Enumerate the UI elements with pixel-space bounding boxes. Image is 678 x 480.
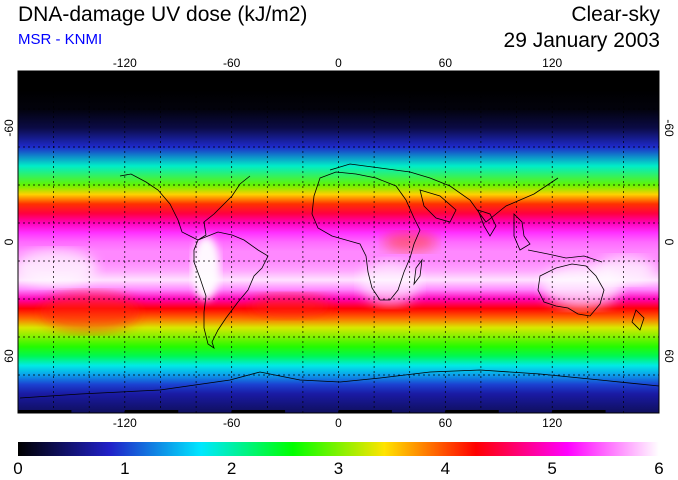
lat-label-right: 60 (662, 349, 676, 363)
graticule (18, 71, 659, 413)
coast-africa (311, 171, 421, 301)
coast-arabia (419, 189, 457, 223)
coast-new-zealand (631, 309, 645, 331)
hotspot-west-pacific (595, 256, 655, 284)
coast-europe-asia (329, 163, 559, 223)
hotspot-central-pacific (18, 250, 97, 286)
colorbar-tick-label: 3 (333, 459, 344, 478)
hotspot-andes (192, 236, 220, 300)
axis-ticks (18, 71, 606, 413)
colorbar-tick-label: 1 (120, 459, 130, 478)
lon-label-bottom: 0 (335, 416, 342, 430)
source-label: MSR - KNMI (18, 31, 103, 48)
lat-label-left: 0 (2, 238, 16, 245)
lon-label-top: 60 (439, 56, 453, 70)
date-label: 29 January 2003 (503, 29, 660, 52)
coast-southeast-asia (513, 213, 531, 251)
lon-label-bottom: -120 (113, 416, 137, 430)
coast-north-america (119, 173, 251, 241)
lon-label-top: -60 (223, 56, 241, 70)
lat-label-left: -60 (2, 119, 16, 137)
colorbar (18, 442, 659, 456)
lat-label-right: 0 (662, 239, 676, 246)
regional-variations (18, 232, 655, 332)
coast-madagascar (413, 258, 423, 286)
hotspot-southern-africa (360, 261, 420, 305)
coast-south-america (193, 231, 269, 349)
lon-label-top: -120 (113, 56, 137, 70)
map-title: DNA-damage UV dose (kJ/m2) (18, 3, 308, 26)
coast-antarctica (19, 369, 659, 399)
colorbar-tick-label: 5 (547, 459, 557, 478)
axis-labels: -120 -120 -60 -60 0 0 60 60 120 120 60 60 0 0 -60 -60 (2, 56, 676, 430)
lon-label-bottom: 60 (439, 416, 453, 430)
lon-label-top: 0 (335, 56, 342, 70)
colorbar-tick-label: 0 (13, 459, 23, 478)
colorbar-tick-label: 6 (654, 459, 664, 478)
coast-indonesia (527, 249, 603, 263)
cloud-red-band-south-pacific (40, 292, 140, 332)
coastlines (19, 163, 659, 399)
cloud-red-band-south-atlantic (250, 294, 330, 318)
lat-label-right: -60 (662, 119, 676, 137)
lon-label-bottom: 120 (542, 416, 562, 430)
coast-australia (537, 263, 605, 317)
lon-label-bottom: -60 (223, 416, 241, 430)
lon-label-top: 120 (542, 56, 562, 70)
colorbar-tick-label: 2 (226, 459, 237, 478)
colorbar-tick-label: 4 (440, 459, 451, 478)
condition-label: Clear-sky (571, 3, 660, 26)
lat-label-left: 60 (2, 349, 16, 363)
